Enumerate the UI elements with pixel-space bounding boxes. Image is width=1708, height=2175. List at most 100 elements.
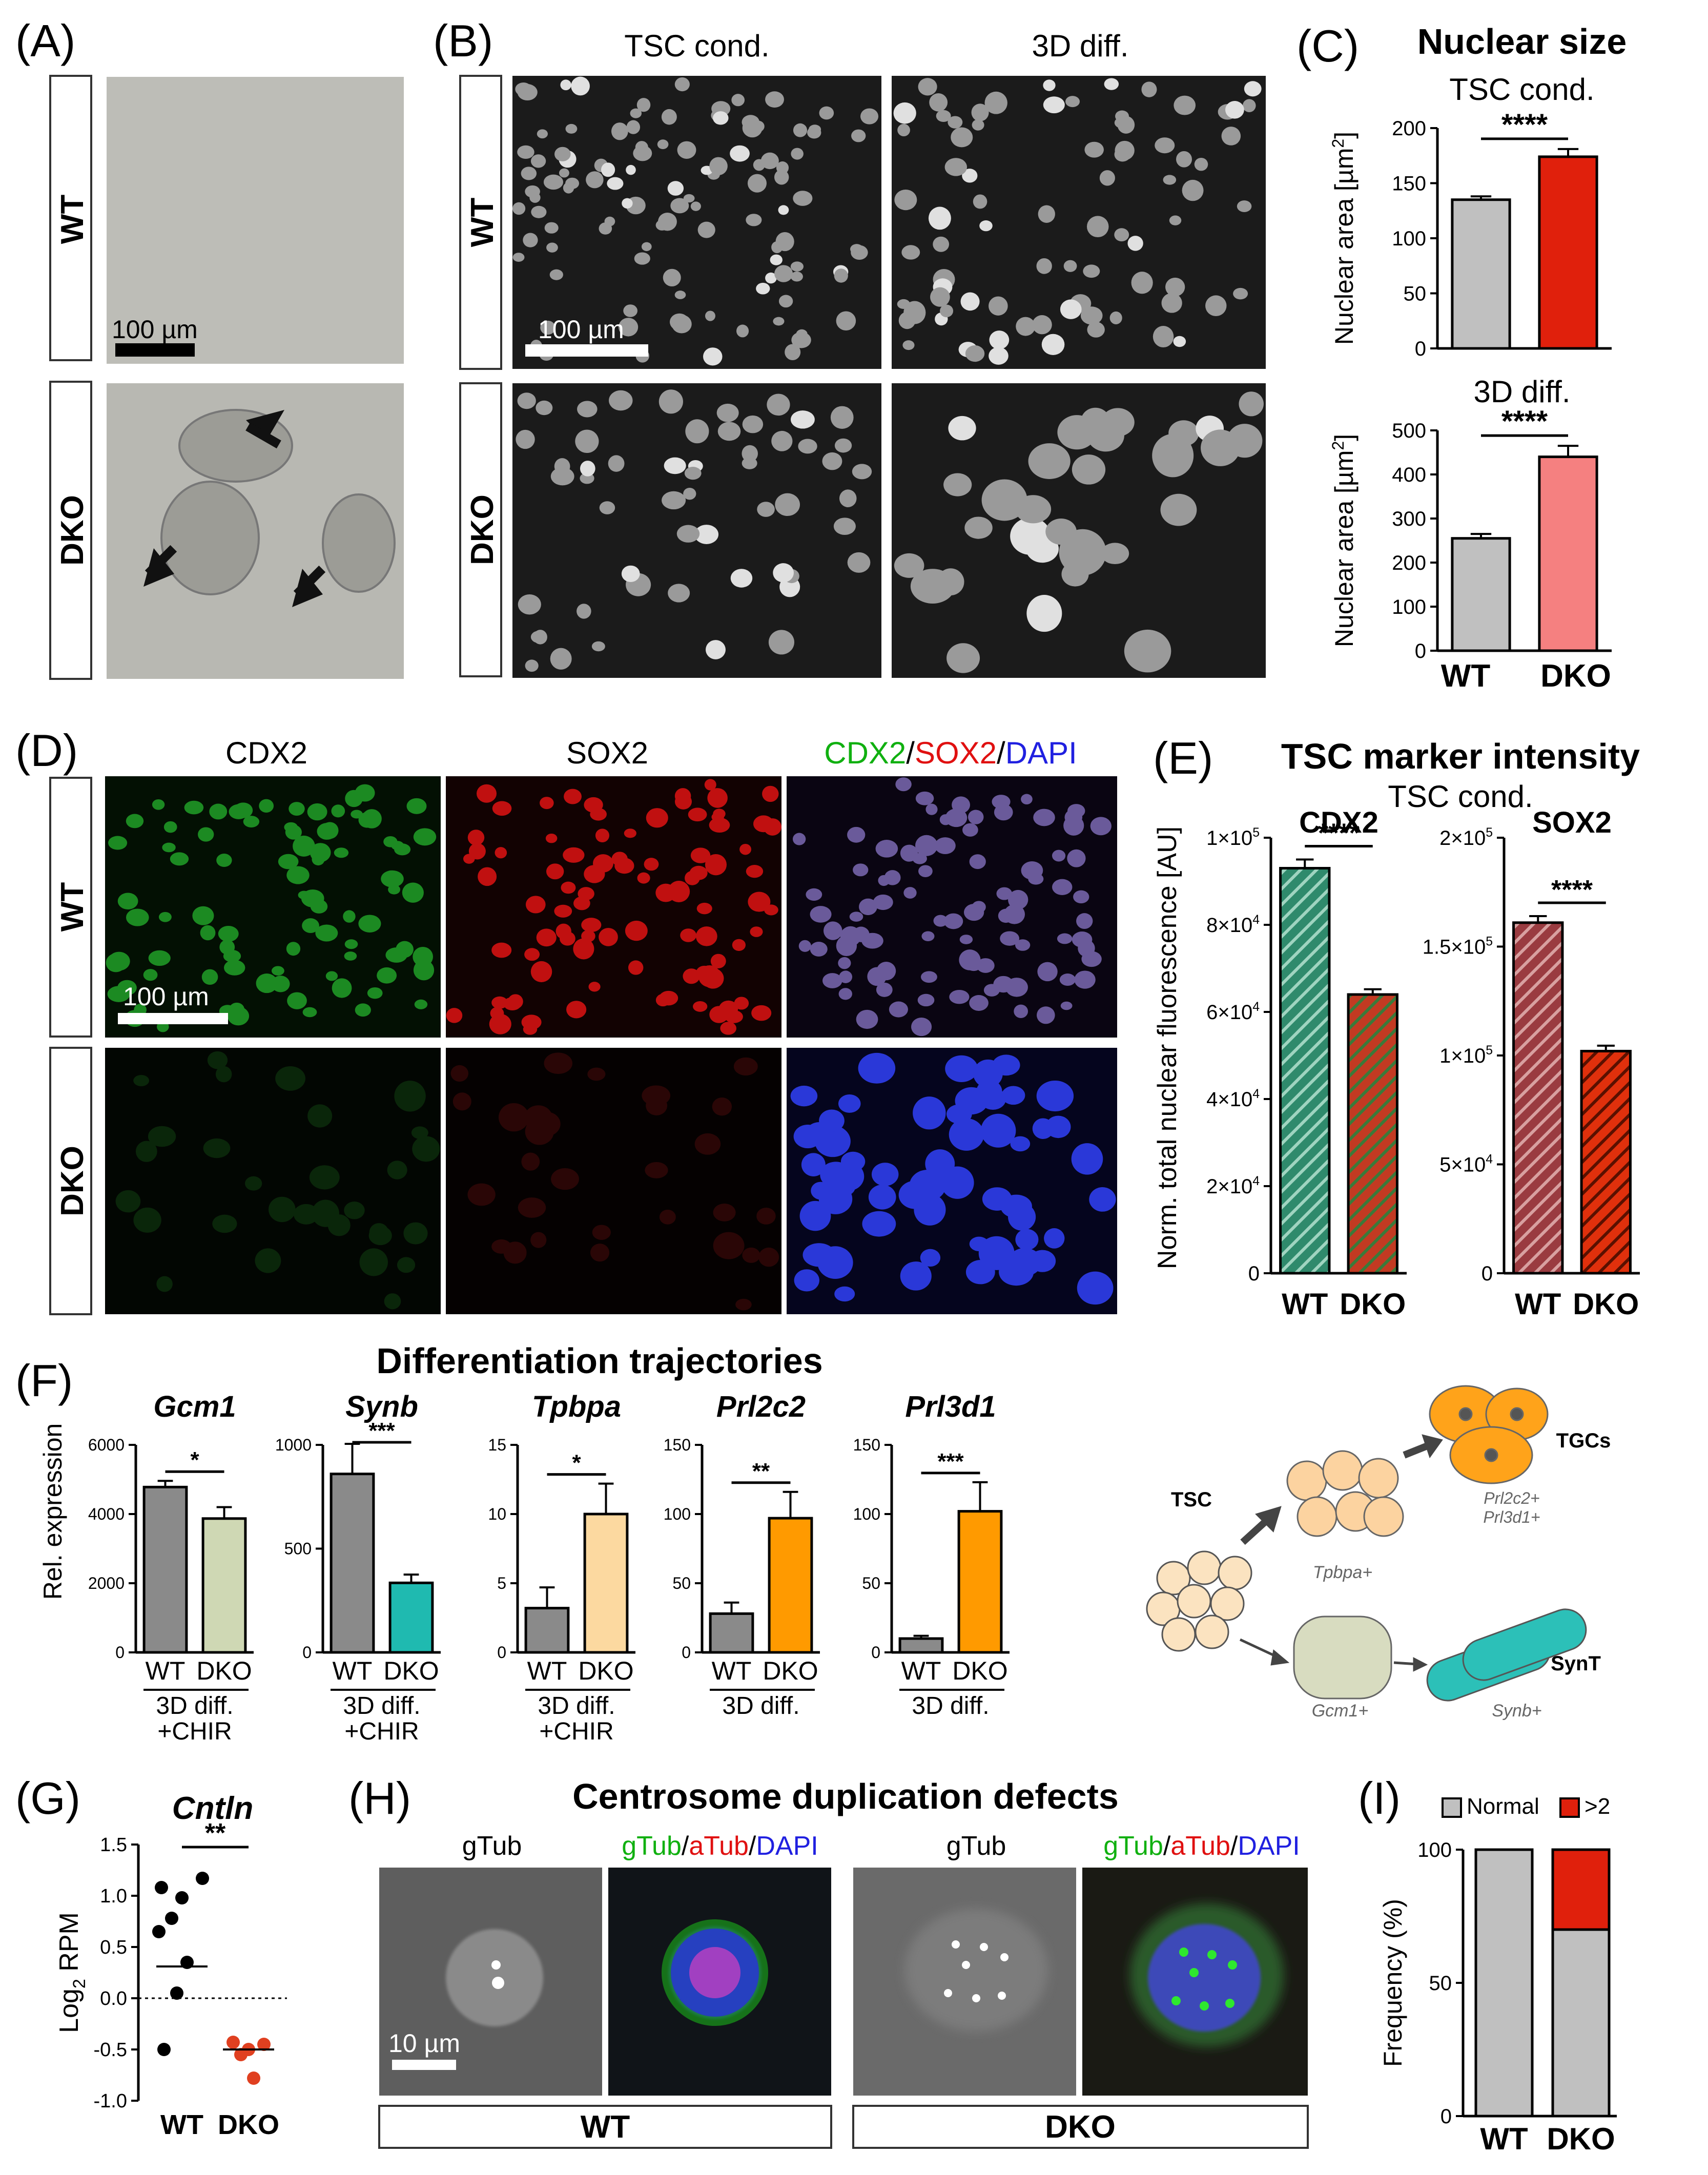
y-tick-label: 0 [1481,1262,1493,1285]
nucleus [935,837,956,855]
row-label-box-dko [49,1047,92,1315]
nucleus [1099,170,1115,186]
nucleus [394,1081,426,1112]
nucleus [1233,287,1248,300]
nucleus [903,887,917,899]
chart-subtitle: TSC cond. [1449,72,1594,107]
nucleus [1038,205,1055,223]
nucleus [536,400,553,416]
nucleus [383,836,398,847]
nucleus [143,969,158,981]
chart-prl3d1: Prl3d1 0 50 100 150 *** WT DKO 3D diff. [853,1390,1010,1720]
bar [1512,921,1564,1275]
chart-subtitle: Tpbpa [532,1390,621,1423]
nucleus [1001,1086,1025,1105]
nucleus [1237,200,1252,213]
y-tick-label: 50 [672,1574,691,1592]
nucleus [770,254,783,265]
x-tick-label: DKO [1340,1288,1406,1321]
nucleus [915,835,938,856]
nucleus [917,993,935,1007]
nucleus [735,1298,752,1311]
nucleus [1194,157,1208,171]
x-tick-label: DKO [196,1656,252,1685]
centrosome-dot [962,1961,970,1969]
x-tick-label: WT [146,1656,186,1685]
nucleus [834,438,852,453]
y-tick-exponent: 4 [1486,1153,1493,1167]
nucleus [834,1286,855,1302]
nucleus [742,457,757,469]
y-tick-label: 150 [853,1436,880,1454]
chart-synb: Synb 0 500 1000 *** WT DKO 3D diff.+CHIR [275,1390,441,1745]
bar [957,1510,1003,1654]
nucleus [674,794,692,810]
nucleus [387,1161,407,1179]
nucleus [965,345,985,362]
nucleus [215,1066,232,1083]
nucleus [889,1001,908,1018]
group-label-box-dko [852,2105,1309,2149]
nucleus [921,971,937,983]
nucleus [739,843,752,855]
nucleus [490,1007,504,1020]
chart-subtitle: CDX2 [1299,806,1378,839]
nucleus [793,191,813,206]
x-tick-label: DKO [218,2109,279,2140]
chart-subtitle-e: TSC cond. [1388,779,1533,814]
nucleus [565,177,580,190]
nucleus [791,410,815,429]
chart-subtitle: Gcm1 [153,1390,236,1423]
nucleus [1028,443,1071,479]
col-header-3d: 3D diff. [1032,29,1129,63]
cdx2-image-dko [105,1048,441,1314]
nucleus [148,1126,176,1147]
nucleus [979,220,993,232]
nucleus [361,809,382,828]
scale-bar-label-b: 100 µm [538,315,624,344]
panel-f: (F) Differentiation trajectories Rel. ex… [15,1341,1010,1745]
y-tick-label: 0 [1415,338,1426,360]
nucleus [707,788,728,808]
nucleus [614,858,634,874]
nucleus [965,1260,995,1285]
nucleus [1015,939,1031,951]
nucleus [690,847,711,863]
cell-nucleus [904,1909,1048,2032]
scale-bar-h [392,2060,456,2070]
nucleus [1041,334,1065,355]
bar [201,1517,247,1654]
nucleus [833,517,856,535]
y-axis-label-text: Nuclear area [µm [1330,450,1359,648]
panel-g: (G) Cntln Log2 RPM -1.0 -0.5 0.0 0.5 1.0 1.5 *… [15,1773,287,2140]
nucleus [540,797,554,810]
nucleus [1033,809,1055,826]
nucleus [747,174,767,193]
nucleus [1109,311,1122,324]
nucleus [996,887,1013,900]
nucleus [703,347,723,366]
nucleus [944,158,968,176]
nucleus [806,888,822,901]
merge-label-sox2: SOX2 [915,736,997,770]
nucleus [126,814,144,828]
nucleus [133,1075,150,1087]
nucleus [705,854,727,876]
nucleus [384,1293,401,1310]
nucleus [1081,407,1110,436]
group-label-dko: DKO [1045,2109,1116,2145]
panel-letter-c: (C) [1297,20,1359,71]
nucleus [377,967,397,984]
y-axis-label: Nuclear area [µm2] [1329,434,1359,647]
x-tick-label: DKO [952,1656,1007,1685]
nucleus [1060,1001,1073,1010]
tpbpa-cluster [1286,1450,1404,1537]
nucleus [711,101,731,116]
y-tick-label: 8×104 [1206,913,1260,937]
nucleus [734,997,749,1010]
nucleus [742,415,764,433]
nucleus [920,1249,941,1267]
nucleus [1165,277,1185,297]
nucleus [762,785,779,802]
nucleus [198,827,214,842]
